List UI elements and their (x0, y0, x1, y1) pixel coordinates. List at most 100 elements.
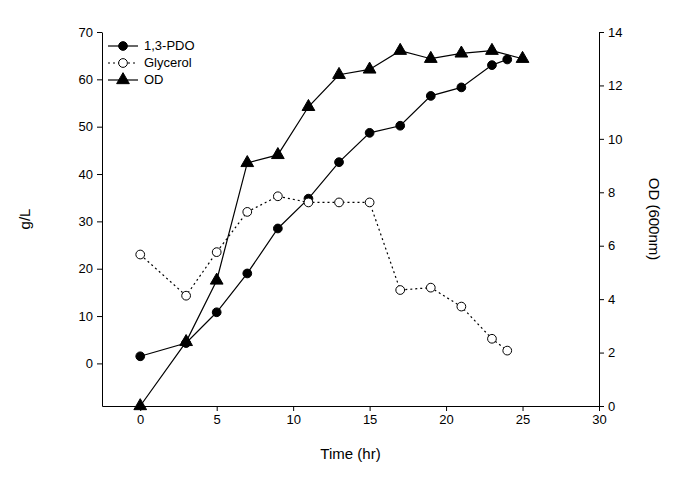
point (503, 55, 512, 64)
tick-mark (97, 363, 102, 364)
tick: 30 (592, 406, 606, 427)
legend-marker (117, 73, 130, 84)
tick-label: 2 (608, 345, 615, 360)
legend-entry: OD (108, 72, 164, 87)
tick-mark (599, 299, 604, 300)
tick-label: 14 (608, 25, 622, 40)
tick-label: 30 (592, 412, 606, 427)
point (136, 250, 145, 259)
series-line (140, 196, 507, 350)
point (363, 62, 376, 73)
tick: 70 (79, 25, 102, 40)
tick-mark (97, 32, 102, 33)
point (182, 291, 191, 300)
legend-label: Glycerol (144, 55, 192, 70)
plot: 051015202530010203040506070024681012141,… (79, 25, 623, 428)
tick: 10 (79, 309, 102, 324)
tick-label: 60 (79, 72, 93, 87)
series-group (134, 43, 529, 409)
tick-label: 0 (137, 412, 144, 427)
tick-mark (217, 406, 218, 411)
tick: 4 (599, 292, 615, 307)
tick-label: 5 (214, 412, 221, 427)
tick: 8 (599, 185, 615, 200)
series-line (140, 51, 522, 406)
tick: 15 (363, 406, 377, 427)
legend-label: OD (144, 72, 164, 87)
legend-entry: Glycerol (108, 55, 192, 70)
point (136, 352, 145, 361)
point (365, 128, 374, 137)
tick-label: 0 (608, 399, 615, 414)
point (516, 51, 529, 62)
point (134, 399, 147, 410)
point (241, 156, 254, 167)
y2-axis-title: OD (600nm) (646, 178, 663, 261)
tick-mark (523, 406, 524, 411)
tick-mark (97, 316, 102, 317)
tick: 50 (79, 119, 102, 134)
tick-mark (97, 269, 102, 270)
tick: 0 (599, 399, 615, 414)
point (488, 61, 497, 70)
x-axis: 0 5 10 15 20 25 30 (103, 406, 607, 427)
tick-mark (370, 406, 371, 411)
point (455, 46, 468, 57)
tick: 2 (599, 345, 615, 360)
series-line (140, 59, 507, 356)
y-axis-title: g/L (16, 209, 33, 230)
tick-label: 8 (608, 185, 615, 200)
tick-label: 50 (79, 119, 93, 134)
point (426, 283, 435, 292)
tick-mark (599, 192, 604, 193)
tick-label: 20 (439, 412, 453, 427)
x-axis-title: Time (hr) (320, 445, 380, 462)
legend-entry: 1,3-PDO (108, 38, 195, 53)
tick-label: 40 (79, 167, 93, 182)
y2-axis: 0 2 4 6 8 10 12 14 (599, 25, 622, 414)
point (396, 121, 405, 130)
tick: 14 (599, 25, 622, 40)
point (424, 51, 437, 62)
tick-label: 15 (363, 412, 377, 427)
point (396, 286, 405, 295)
axis-line (102, 33, 103, 407)
tick-label: 10 (608, 132, 622, 147)
tick-label: 12 (608, 78, 622, 93)
point (210, 273, 223, 284)
tick-label: 25 (516, 412, 530, 427)
tick-label: 70 (79, 25, 93, 40)
point (304, 198, 313, 207)
chart: 051015202530010203040506070024681012141,… (0, 0, 692, 481)
tick-mark (446, 406, 447, 411)
point (272, 148, 285, 159)
tick: 60 (79, 72, 102, 87)
point (273, 224, 282, 233)
tick-label: 6 (608, 238, 615, 253)
legend-label: 1,3-PDO (144, 38, 195, 53)
tick: 6 (599, 238, 615, 253)
tick-mark (599, 353, 604, 354)
point (365, 198, 374, 207)
point (333, 67, 346, 78)
tick-label: 10 (286, 412, 300, 427)
point (212, 248, 221, 257)
tick: 20 (439, 406, 453, 427)
tick-mark (97, 221, 102, 222)
point (457, 83, 466, 92)
tick-mark (97, 79, 102, 80)
tick: 12 (599, 78, 622, 93)
tick-mark (97, 127, 102, 128)
tick-mark (599, 139, 604, 140)
tick: 25 (516, 406, 530, 427)
axis-line (599, 33, 600, 407)
tick-label: 10 (79, 309, 93, 324)
y-axis: 010203040506070 (79, 25, 103, 407)
point (394, 43, 407, 54)
tick-mark (599, 406, 604, 407)
point (180, 335, 193, 346)
tick-mark (97, 174, 102, 175)
point (503, 346, 512, 355)
tick-mark (599, 246, 604, 247)
point (486, 43, 499, 54)
